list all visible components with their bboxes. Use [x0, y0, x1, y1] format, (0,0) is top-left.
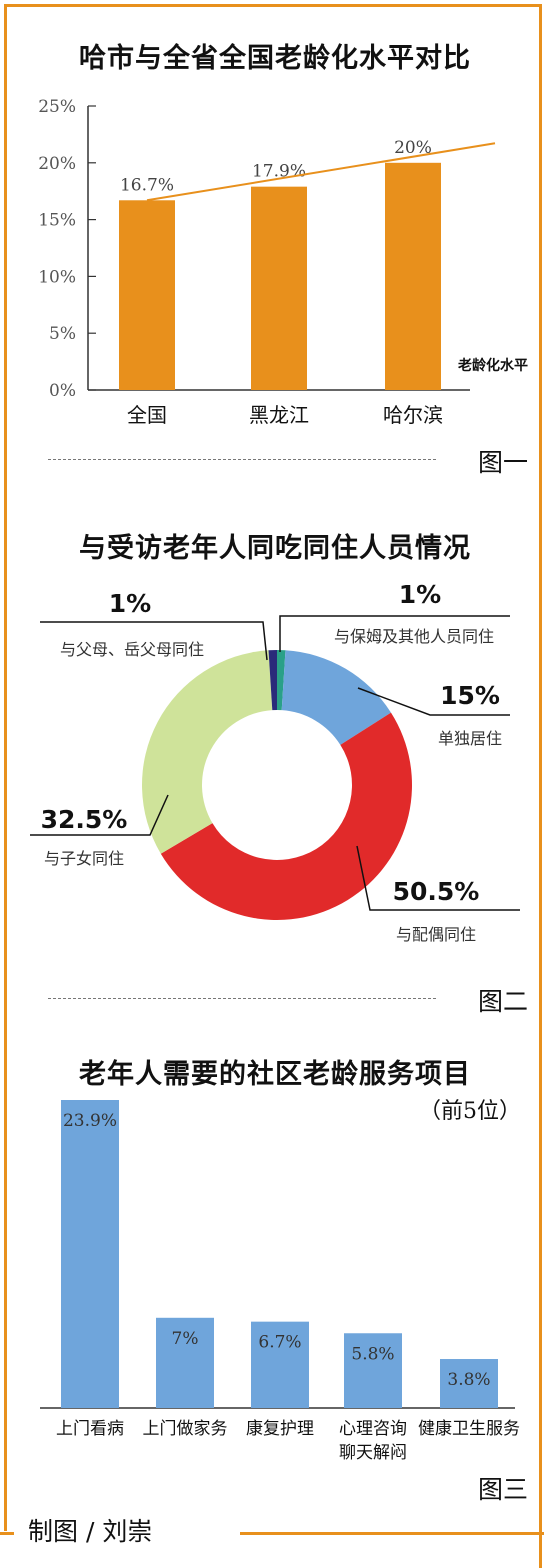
x-tick-label: 全国 [127, 403, 167, 427]
leader-line [279, 615, 510, 652]
y-tick-label: 5% [49, 324, 76, 344]
bar-value-label: 20% [394, 138, 432, 158]
footer-rule-corner [539, 1530, 542, 1568]
chart1-title: 哈市与全省全国老龄化水平对比 [79, 43, 471, 74]
bar-value-label: 7% [172, 1329, 199, 1349]
x-tick-label: 健康卫生服务 [418, 1419, 520, 1439]
slice-category-label: 单独居住 [438, 729, 502, 748]
donut-slice [277, 650, 286, 711]
slice-value-label: 50.5% [393, 877, 480, 906]
x-tick-label: 上门做家务 [143, 1419, 228, 1439]
leader-line [40, 621, 268, 661]
y-tick-label: 20% [38, 154, 76, 174]
bar-value-label: 6.7% [258, 1333, 301, 1353]
bar [440, 1359, 498, 1408]
x-tick-label: 心理咨询 [339, 1419, 407, 1439]
trend-line [146, 142, 496, 202]
y-tick-label: 0% [49, 381, 76, 401]
slice-value-label: 15% [440, 681, 500, 710]
chart1-bar-chart: 0%5%10%15%20%25%16.7%全国17.9%黑龙江20%哈尔滨老龄化… [38, 97, 528, 427]
y-axis-title: 老龄化水平 [458, 357, 528, 374]
bar [61, 1100, 119, 1408]
bar-value-label: 5.8% [351, 1344, 394, 1364]
x-tick-label: 哈尔滨 [383, 403, 443, 427]
slice-value-label: 1% [399, 580, 441, 609]
bar-value-label: 16.7% [120, 175, 174, 195]
chart1-separator [48, 459, 436, 460]
chart2-title: 与受访老年人同吃同住人员情况 [79, 533, 471, 564]
slice-value-label: 1% [109, 589, 151, 618]
chart2-figure-label: 图二 [477, 987, 528, 1016]
bar [385, 162, 441, 390]
bar-value-label: 3.8% [447, 1370, 490, 1390]
leader-line [30, 794, 169, 836]
chart2-separator [48, 998, 436, 999]
chart3-title: 老年人需要的社区老龄服务项目 [79, 1059, 471, 1090]
slice-category-label: 与子女同住 [44, 849, 124, 868]
y-tick-label: 10% [38, 267, 76, 287]
donut-slice [268, 650, 277, 711]
chart3-bar-chart: （前5位） 23.9% 上门看病 7% 上门做家务 6.7% 康复护理 5.8% 心理咨询聊天解… [40, 1099, 521, 1463]
donut-slice [142, 650, 273, 854]
credit-text: 制图 / 刘崇 [28, 1517, 153, 1546]
footer-rule-right [240, 1532, 544, 1535]
footer-rule-left [0, 1532, 14, 1535]
bar [251, 1321, 309, 1408]
chart3-subtitle: （前5位） [419, 1099, 521, 1124]
bar [156, 1317, 214, 1408]
y-tick-label: 25% [38, 97, 76, 117]
x-tick-label: 黑龙江 [249, 403, 309, 427]
leader-line [357, 687, 510, 716]
slice-value-label: 32.5% [41, 805, 128, 834]
bar [344, 1333, 402, 1408]
donut-slice [160, 712, 412, 920]
y-tick-label: 15% [38, 211, 76, 231]
bar [251, 186, 307, 390]
leader-line [356, 845, 520, 911]
chart2-donut-chart: 1% 与保姆及其他人员同住 15% 单独居住 50.5% 与配偶同住 32.5% 与子女同住 1… [30, 580, 520, 944]
slice-category-label: 与配偶同住 [396, 925, 476, 944]
chart1-figure-label: 图一 [477, 448, 528, 477]
slice-category-label: 与父母、岳父母同住 [60, 640, 204, 659]
page-frame [4, 4, 542, 1531]
x-tick-label: 聊天解闷 [339, 1443, 407, 1463]
x-tick-label: 康复护理 [246, 1419, 314, 1439]
bar-value-label: 23.9% [63, 1111, 117, 1131]
bar [119, 200, 175, 390]
chart3-figure-label: 图三 [477, 1475, 528, 1504]
donut-slice [281, 650, 391, 745]
x-tick-label: 上门看病 [56, 1419, 124, 1439]
slice-category-label: 与保姆及其他人员同住 [334, 627, 494, 646]
